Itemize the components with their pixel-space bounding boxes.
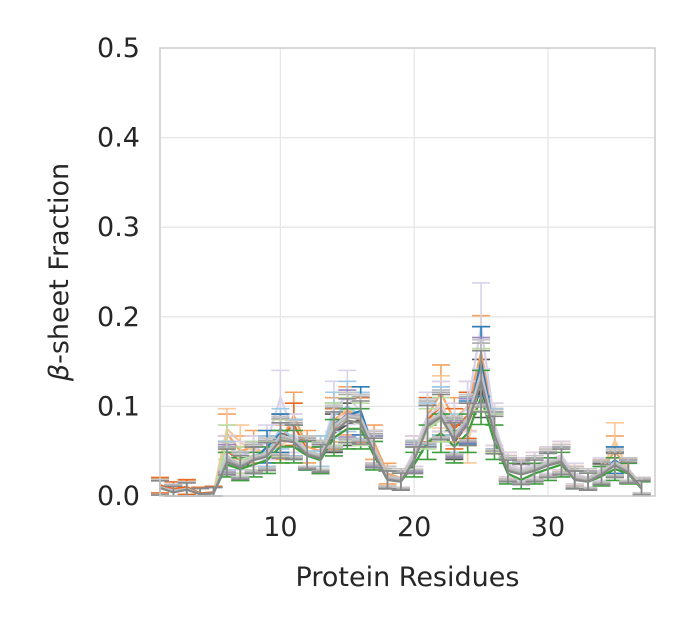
y-tick-label: 0.4	[97, 123, 140, 154]
y-tick-label: 0.1	[97, 391, 140, 422]
x-tick-label: 30	[531, 512, 565, 543]
x-tick-label: 10	[263, 512, 297, 543]
y-tick-label: 0.0	[97, 481, 140, 512]
y-axis-label: β-sheet Fraction	[44, 163, 75, 382]
y-tick-label: 0.5	[97, 33, 140, 64]
x-tick-label: 20	[397, 512, 431, 543]
y-tick-label: 0.2	[97, 302, 140, 333]
tick-labels: 0.0 0.1 0.2 0.3 0.4 0.5 10 20 30	[97, 33, 565, 543]
y-tick-label: 0.3	[97, 212, 140, 243]
series-line	[159, 380, 643, 496]
y-axis-label-symbol: β	[44, 364, 75, 382]
series-13	[151, 349, 651, 497]
y-axis-label-text: -sheet Fraction	[44, 163, 75, 364]
plot-frame	[159, 47, 656, 497]
x-axis-label: Protein Residues	[296, 562, 520, 593]
series-group	[151, 282, 651, 497]
